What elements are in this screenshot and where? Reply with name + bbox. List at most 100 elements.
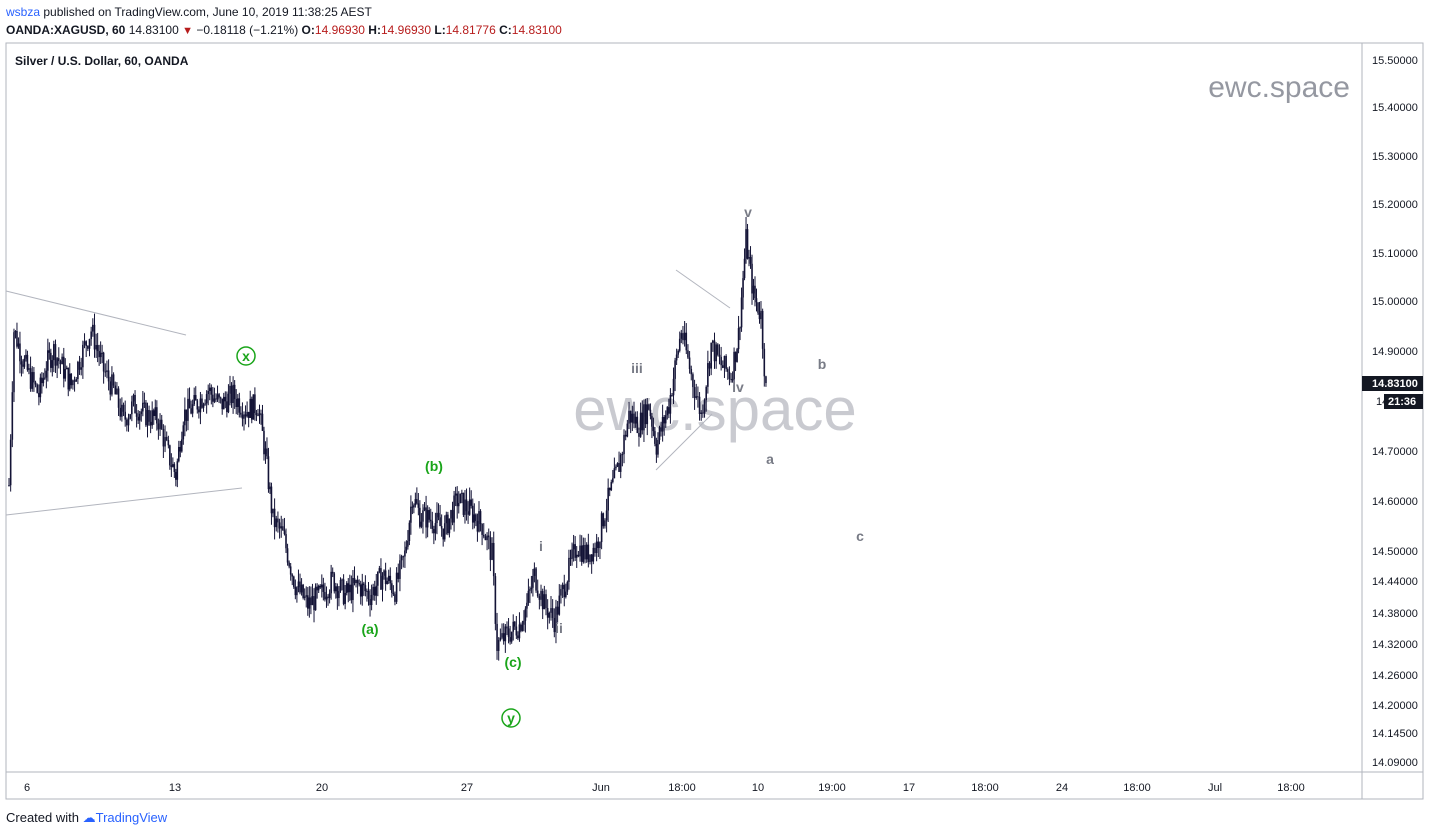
candle-body (754, 285, 756, 299)
candle-body (618, 463, 620, 472)
candle-body (173, 464, 176, 472)
candle-body (131, 401, 133, 415)
candle-body (504, 626, 507, 642)
x-tick: 18:00 (1123, 782, 1151, 794)
chart-title: Silver / U.S. Dollar, 60, OANDA (15, 54, 189, 68)
candle-body (215, 398, 217, 400)
candle-body (112, 374, 115, 386)
candle-body (366, 590, 368, 592)
tradingview-link[interactable]: TradingView (95, 810, 168, 825)
y-tick: 14.14500 (1372, 728, 1418, 740)
candle-body (96, 345, 99, 352)
candle-body (107, 370, 110, 382)
candle-body (80, 367, 83, 370)
candle-body (545, 594, 547, 609)
candle-body (226, 401, 228, 413)
wave-label-b-gray: b (818, 356, 827, 372)
candle-body (502, 633, 505, 642)
candle-body (181, 439, 183, 452)
candle-body (577, 554, 580, 557)
candle-body (350, 584, 353, 601)
candle-body (713, 340, 716, 362)
candle-body (595, 541, 598, 554)
x-tick: 13 (169, 782, 181, 794)
candle-body (90, 331, 92, 340)
candle-body (361, 583, 364, 597)
candle-body (693, 387, 696, 398)
candle-body (330, 571, 332, 594)
x-tick: 19:00 (818, 782, 846, 794)
candle-body (169, 445, 171, 466)
y-tick: 15.30000 (1372, 151, 1418, 163)
candle-body (751, 263, 753, 294)
candle-body (575, 554, 578, 558)
candle-body (146, 410, 149, 426)
candle-body (356, 579, 359, 584)
candle-body (72, 380, 74, 386)
candle-body (395, 572, 398, 602)
candle-body (510, 631, 513, 642)
candle-body (249, 398, 252, 418)
candle-body (82, 344, 84, 368)
candle-body (533, 568, 536, 576)
candle-body (172, 464, 174, 467)
candle-body (621, 454, 624, 456)
candle-body (102, 352, 105, 372)
candle-body (232, 384, 234, 404)
candle-body (116, 388, 118, 395)
candle-body (349, 584, 351, 593)
candle-body (456, 493, 458, 507)
upper-trendline-right (675, 269, 731, 309)
candle-body (119, 407, 122, 417)
y-tick: 15.10000 (1372, 248, 1418, 260)
candle-body (479, 511, 482, 524)
candle-body (592, 547, 595, 562)
candle-body (243, 414, 245, 419)
candle-body (671, 395, 673, 397)
wave-label-c-green: (c) (504, 654, 521, 670)
candle-body (111, 374, 113, 395)
candle-body (423, 507, 426, 511)
candle-body (92, 324, 94, 332)
candle-body (743, 258, 746, 279)
x-tick: 18:00 (1277, 782, 1305, 794)
candle-body (553, 618, 556, 633)
wave-label-c-gray: c (856, 528, 864, 544)
candle-body (73, 380, 76, 382)
wave-label-iv: iv (732, 379, 744, 395)
candle-body (687, 350, 689, 358)
candle-body (282, 526, 284, 531)
candle-body (602, 513, 605, 527)
candle-body (275, 518, 278, 528)
candle-body (661, 417, 664, 432)
candle-body (482, 534, 485, 537)
candle-body (380, 568, 382, 590)
candle-body (613, 468, 616, 479)
candle-body (638, 432, 640, 437)
candle-body (688, 357, 691, 369)
last-price: 14.83100 (128, 23, 179, 37)
candle-body (285, 534, 287, 549)
candle-body (639, 412, 642, 437)
candle-body (728, 371, 731, 379)
wave-label-iii: iii (631, 360, 643, 376)
candle-body (712, 340, 714, 343)
candle-body (307, 595, 309, 609)
candle-body (88, 339, 91, 349)
candle-body (135, 413, 138, 417)
candle-body (616, 463, 619, 467)
candle-body (697, 396, 699, 398)
candle-body (77, 361, 79, 380)
candle-body (740, 297, 743, 328)
author-link[interactable]: wsbza (6, 5, 41, 19)
candle-body (652, 426, 655, 432)
candle-body (664, 415, 667, 424)
candle-body (417, 503, 420, 508)
candle-body (75, 379, 78, 382)
y-tick: 15.50000 (1372, 55, 1418, 67)
candle-body (53, 344, 55, 361)
candle-body (184, 409, 186, 426)
candle-body (36, 384, 39, 393)
candle-body (718, 354, 721, 357)
